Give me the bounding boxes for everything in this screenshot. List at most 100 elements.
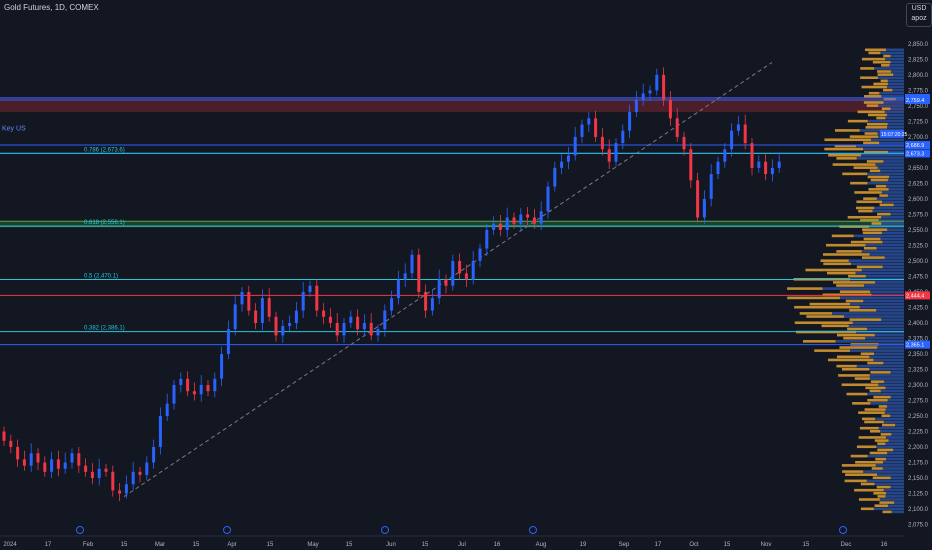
volume-profile-bar: [874, 352, 904, 356]
candle-body: [594, 118, 598, 137]
candle-body: [505, 217, 509, 230]
candle-body: [403, 273, 407, 280]
symbol-title: Gold Futures, 1D, COMEX: [4, 3, 99, 12]
volume-profile-bar: [874, 439, 889, 442]
candle-body: [519, 214, 523, 224]
volume-profile-bar: [866, 479, 904, 483]
y-tick-label: 2,750.0: [908, 104, 929, 110]
volume-profile-bar: [881, 191, 904, 194]
volume-profile-bar: [871, 222, 882, 225]
candle-body: [390, 298, 394, 311]
volume-profile-bar: [871, 467, 883, 470]
candle-body: [90, 471, 94, 479]
candle-body: [709, 174, 713, 199]
volume-profile-bar: [874, 482, 904, 486]
volume-profile-bar: [888, 188, 904, 191]
countdown-label: 15:07:20:25: [881, 132, 908, 138]
candle-body: [383, 310, 387, 330]
volume-profile-bar: [869, 169, 881, 173]
volume-profile-bar: [887, 150, 904, 154]
volume-profile-bar: [857, 110, 885, 114]
candle-body: [730, 130, 734, 150]
volume-profile-bar: [867, 392, 904, 396]
volume-profile-bar: [879, 91, 904, 95]
volume-profile-bar: [844, 315, 904, 318]
candle-body: [349, 316, 353, 323]
x-tick-label: Aug: [536, 542, 547, 548]
candle-body: [492, 223, 496, 230]
volume-profile-bar: [850, 240, 883, 244]
volume-profile-bar: [794, 305, 860, 309]
volume-profile-bar: [827, 358, 874, 362]
volume-profile-bar: [826, 271, 856, 275]
volume-profile-bar: [794, 321, 853, 325]
volume-profile-bar: [869, 451, 888, 455]
y-tick-label: 2,650.0: [908, 166, 929, 172]
volume-profile-bar: [858, 209, 873, 213]
volume-profile-bar: [850, 454, 868, 458]
y-tick-label: 2,100.0: [908, 507, 929, 513]
volume-profile-bar: [867, 119, 904, 123]
volume-profile-bar: [874, 281, 904, 284]
volume-profile-bar: [824, 147, 864, 151]
volume-profile-bar: [866, 122, 888, 126]
volume-profile-bar: [876, 246, 904, 250]
volume-profile-bar: [835, 129, 860, 132]
volume-profile-bar: [880, 389, 904, 393]
candle-body: [689, 149, 693, 181]
volume-profile-bar: [876, 197, 904, 200]
candle-body: [16, 447, 20, 460]
candle-body: [566, 155, 570, 162]
y-tick-label: 2,500.0: [908, 259, 929, 265]
volume-profile-bar: [867, 172, 904, 176]
candle-body: [213, 378, 217, 392]
volume-profile-bar: [859, 426, 879, 430]
candle-body: [56, 459, 60, 469]
volume-profile-bar: [863, 101, 884, 104]
candle-body: [138, 471, 142, 475]
volume-profile-bar: [870, 290, 904, 294]
volume-profile-bar: [868, 188, 889, 191]
level-price-tag: [905, 291, 930, 300]
volume-profile-bar: [845, 473, 878, 476]
volume-profile-bar: [838, 374, 870, 377]
volume-profile-bar: [856, 157, 904, 160]
volume-profile-bar: [836, 250, 862, 253]
volume-profile-bar: [843, 336, 866, 340]
volume-profile-bar: [885, 436, 904, 439]
volume-profile-bar: [845, 299, 864, 303]
volume-profile-bar: [891, 510, 904, 514]
volume-profile-bar: [869, 367, 904, 371]
volume-profile-bar: [842, 172, 868, 176]
volume-profile-bar: [885, 48, 904, 52]
y-tick-label: 2,825.0: [908, 57, 929, 63]
candle-body: [648, 90, 652, 94]
volume-profile-bar: [841, 464, 876, 467]
volume-profile-bar: [883, 361, 904, 365]
candle-body: [9, 440, 13, 448]
volume-profile-bar: [823, 262, 851, 266]
x-tick-label: Nov: [761, 542, 772, 548]
y-tick-label: 2,400.0: [908, 321, 929, 327]
volume-profile-bar: [872, 476, 891, 480]
volume-profile-bar: [868, 51, 881, 55]
volume-profile-bar: [879, 501, 895, 504]
currency-box[interactable]: USD apoz: [906, 3, 932, 27]
volume-profile-bar: [877, 473, 904, 476]
volume-profile-bar: [876, 309, 904, 312]
candle-body: [63, 462, 67, 469]
y-tick-label: 2,375.0: [908, 336, 929, 342]
candle-body: [607, 149, 611, 162]
volume-profile-bar: [876, 485, 891, 489]
candle-body: [757, 161, 761, 168]
volume-profile-bar: [874, 333, 904, 337]
volume-profile-bar: [863, 246, 877, 250]
volume-profile-bar: [861, 417, 875, 421]
volume-profile-bar: [880, 433, 892, 436]
volume-profile-bar: [856, 200, 882, 204]
volume-profile-bar: [860, 219, 879, 222]
volume-profile-bar: [878, 219, 904, 222]
level-price-tag: [905, 149, 930, 158]
volume-profile-bar: [890, 395, 904, 399]
